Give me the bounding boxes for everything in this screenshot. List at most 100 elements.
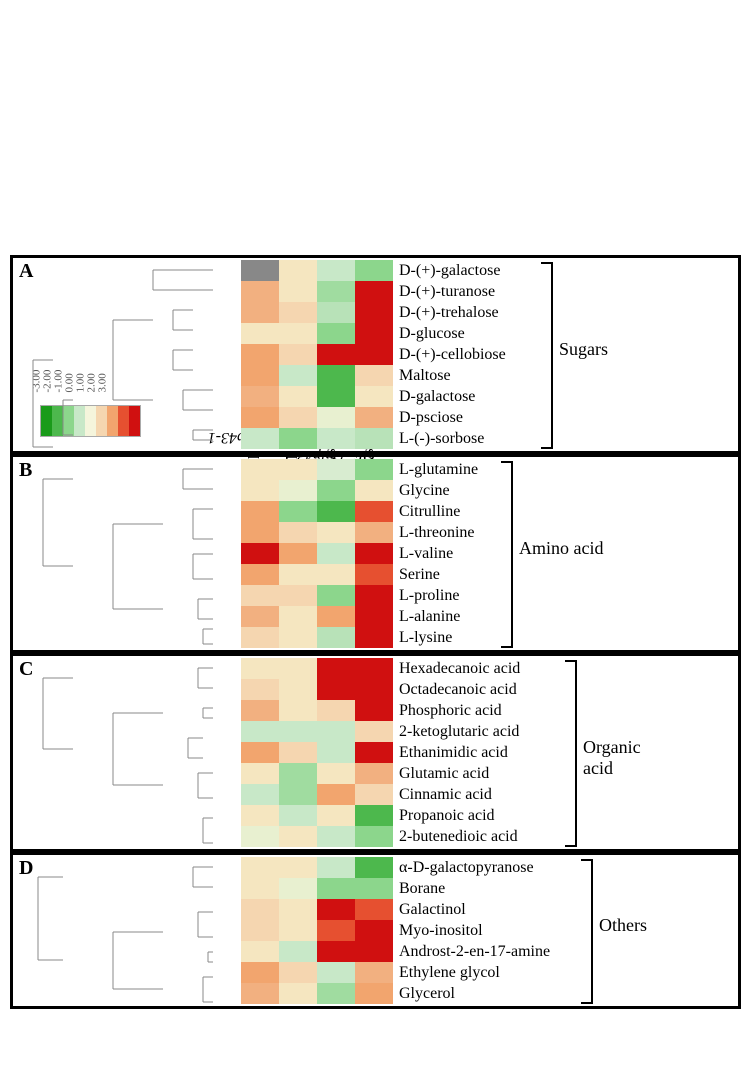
heatmap-cell <box>241 606 279 627</box>
heatmap-cell <box>279 805 317 826</box>
dendrogram <box>13 260 241 449</box>
heatmap-cell <box>317 344 355 365</box>
heatmap-cell <box>317 700 355 721</box>
heatmap-row: Octadecanoic acid <box>241 679 520 700</box>
panel-C: CHexadecanoic acidOctadecanoic acidPhosp… <box>10 653 741 852</box>
heatmap-cell <box>355 941 393 962</box>
heatmap-row: L-(-)-sorbose <box>241 428 506 449</box>
heatmap-row: L-alanine <box>241 606 478 627</box>
heatmap-cell <box>317 543 355 564</box>
heatmap-cell <box>279 459 317 480</box>
heatmap-row: D-(+)-trehalose <box>241 302 506 323</box>
heatmap-cell <box>241 920 279 941</box>
heatmap-row: 2-ketoglutaric acid <box>241 721 520 742</box>
heatmap-cell <box>355 480 393 501</box>
row-label: Ethylene glycol <box>393 964 500 982</box>
heatmap-row: D-galactose <box>241 386 506 407</box>
heatmap-cell <box>241 543 279 564</box>
heatmap-cell <box>241 826 279 847</box>
group-bracket <box>581 859 593 1004</box>
heatmap-cell <box>241 386 279 407</box>
heatmap-cell <box>279 501 317 522</box>
heatmap-cell <box>317 627 355 648</box>
heatmap-cell <box>279 920 317 941</box>
heatmap-cell <box>241 344 279 365</box>
heatmap-cell <box>241 501 279 522</box>
heatmap-cell <box>279 543 317 564</box>
row-label: Glutamic acid <box>393 765 489 783</box>
row-label: D-(+)-turanose <box>393 283 495 301</box>
heatmap-cell <box>279 784 317 805</box>
heatmap-cell <box>241 658 279 679</box>
heatmap-row: Hexadecanoic acid <box>241 658 520 679</box>
heatmap-cell <box>241 941 279 962</box>
row-label: Maltose <box>393 367 451 385</box>
row-label: Androst-2-en-17-amine <box>393 943 550 961</box>
heatmap-cell <box>279 344 317 365</box>
heatmap-cell <box>355 920 393 941</box>
heatmap-cell <box>355 899 393 920</box>
heatmap-cell <box>317 962 355 983</box>
heatmap-cell <box>317 742 355 763</box>
heatmap: α-D-galactopyranoseBorane Galactinol Myo-i… <box>241 857 550 1004</box>
heatmap-cell <box>317 658 355 679</box>
heatmap-row: Borane <box>241 878 550 899</box>
heatmap-row: D-(+)-cellobiose <box>241 344 506 365</box>
heatmap-row: α-D-galactopyranose <box>241 857 550 878</box>
row-label: L-alanine <box>393 608 460 626</box>
heatmap-cell <box>317 606 355 627</box>
dendrogram <box>13 857 241 1004</box>
heatmap-cell <box>317 386 355 407</box>
heatmap-cell <box>317 920 355 941</box>
group-bracket <box>501 461 513 648</box>
row-label: Galactinol <box>393 901 466 919</box>
heatmap-cell <box>355 323 393 344</box>
heatmap-cell <box>317 585 355 606</box>
heatmap-cell <box>355 564 393 585</box>
heatmap-cell <box>355 344 393 365</box>
row-label: Ethanimidic acid <box>393 744 508 762</box>
heatmap-cell <box>355 826 393 847</box>
heatmap-cell <box>355 543 393 564</box>
heatmap-cell <box>279 857 317 878</box>
heatmap-cell <box>279 700 317 721</box>
row-label: Myo-inositol <box>393 922 483 940</box>
row-label: Cinnamic acid <box>393 786 492 804</box>
heatmap-cell <box>355 302 393 323</box>
heatmap-cell <box>355 260 393 281</box>
heatmap-row: L-threonine <box>241 522 478 543</box>
heatmap-row: Glycine <box>241 480 478 501</box>
row-label: 2-butenedioic acid <box>393 828 518 846</box>
heatmap-row: D-psciose <box>241 407 506 428</box>
heatmap-cell <box>355 857 393 878</box>
heatmap-cell <box>241 857 279 878</box>
heatmap-row: Myo-inositol <box>241 920 550 941</box>
heatmap-cell <box>279 323 317 344</box>
heatmap-cell <box>279 365 317 386</box>
heatmap-cell <box>355 784 393 805</box>
row-label: D-(+)-galactose <box>393 262 500 280</box>
heatmap-cell <box>279 878 317 899</box>
heatmap-cell <box>355 721 393 742</box>
heatmap-cell <box>241 302 279 323</box>
heatmap-cell <box>241 721 279 742</box>
heatmap-cell <box>241 679 279 700</box>
heatmap-row: Ethanimidic acid <box>241 742 520 763</box>
heatmap-row: Citrulline <box>241 501 478 522</box>
heatmap-row: Galactinol <box>241 899 550 920</box>
heatmap-cell <box>317 365 355 386</box>
heatmap-cell <box>355 742 393 763</box>
heatmap-cell <box>355 585 393 606</box>
panel-B: BL-glutamineGlycineCitrullineL-threonine… <box>10 454 741 653</box>
heatmap-cell <box>317 941 355 962</box>
heatmap-cell <box>279 585 317 606</box>
group-label: Sugars <box>559 339 608 360</box>
heatmap-cell <box>241 428 279 449</box>
heatmap-cell <box>317 878 355 899</box>
heatmap-cell <box>279 941 317 962</box>
heatmap-cell <box>279 721 317 742</box>
heatmap-row: Glycerol <box>241 983 550 1004</box>
heatmap-cell <box>355 606 393 627</box>
heatmap-cell <box>355 983 393 1004</box>
row-label: Citrulline <box>393 503 460 521</box>
